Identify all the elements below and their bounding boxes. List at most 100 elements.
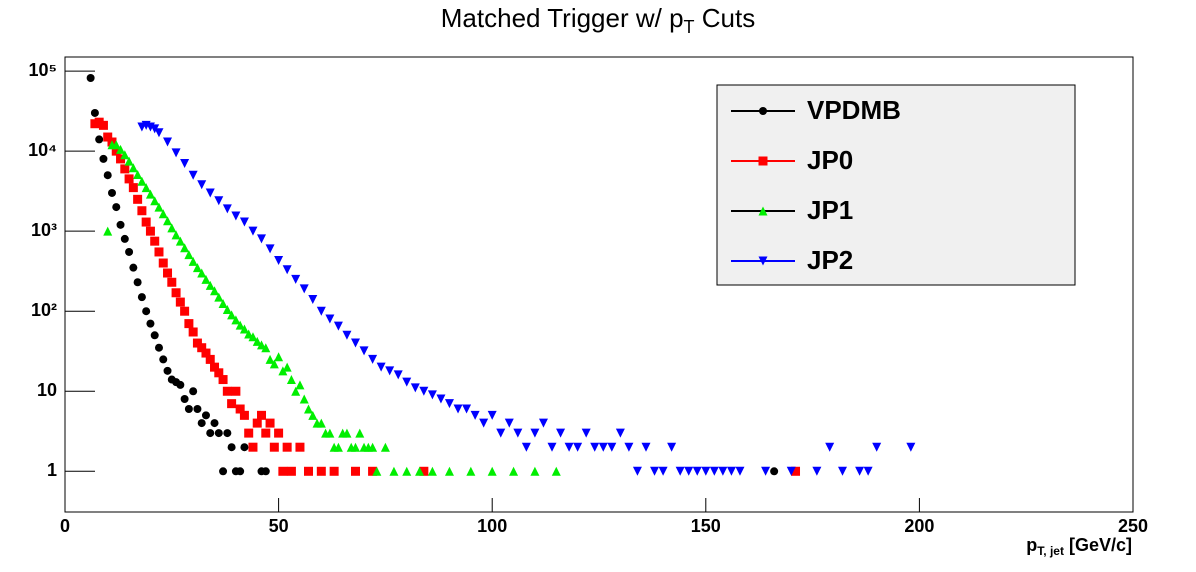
data-point [906, 442, 916, 452]
data-point [316, 306, 326, 316]
x-label-rest: [GeV/c] [1064, 535, 1132, 555]
data-point [231, 211, 241, 221]
data-point [188, 256, 198, 266]
y-tick-label: 10⁴ [28, 140, 57, 160]
data-point [308, 295, 318, 305]
data-point [218, 375, 228, 385]
data-point [248, 442, 258, 452]
data-point [107, 188, 116, 197]
data-point [299, 284, 309, 294]
data-point [180, 243, 190, 253]
data-point [154, 247, 164, 257]
data-point [393, 370, 403, 380]
data-point [415, 466, 425, 476]
data-point [150, 196, 160, 206]
data-point [812, 466, 822, 476]
data-point [154, 202, 164, 212]
data-point [509, 466, 519, 476]
data-point [98, 120, 108, 130]
legend-marker [758, 256, 768, 266]
data-point [333, 442, 343, 452]
data-point [291, 274, 301, 284]
data-point [158, 258, 168, 268]
data-point [444, 466, 454, 476]
data-point [410, 383, 420, 393]
data-point [120, 150, 130, 160]
data-point [701, 466, 711, 476]
data-point [214, 429, 223, 438]
data-point [590, 442, 600, 452]
data-point [274, 428, 284, 438]
data-point [214, 368, 224, 378]
data-point [175, 236, 185, 246]
data-point [598, 442, 608, 452]
data-point [316, 466, 326, 476]
data-point [150, 236, 160, 246]
data-point [342, 428, 352, 438]
data-point [90, 108, 99, 117]
data-point [624, 442, 634, 452]
data-point [240, 443, 249, 452]
data-point [389, 466, 399, 476]
data-point [219, 467, 228, 476]
data-point [214, 196, 224, 206]
data-point [244, 428, 254, 438]
data-point [282, 362, 292, 372]
data-point [278, 466, 288, 476]
data-point [163, 268, 173, 278]
data-point [192, 263, 202, 273]
y-tick-label: 10² [31, 300, 57, 320]
data-point [265, 354, 275, 364]
data-point [316, 418, 326, 428]
data-point [163, 366, 172, 375]
x-tick-label: 200 [904, 516, 934, 536]
data-point [573, 442, 583, 452]
data-point [350, 338, 360, 348]
legend-label: JP1 [807, 195, 853, 225]
data-point [385, 366, 395, 376]
data-point [137, 176, 147, 186]
data-point [269, 359, 279, 369]
data-point [111, 146, 121, 156]
data-point [167, 277, 177, 287]
data-point [641, 442, 651, 452]
data-point [419, 466, 429, 476]
data-point [116, 220, 125, 229]
data-point [282, 442, 292, 452]
data-point [116, 144, 126, 154]
data-point [142, 307, 151, 316]
data-point [872, 442, 882, 452]
data-point [239, 410, 249, 420]
data-point [206, 429, 215, 438]
data-point [103, 171, 112, 180]
data-point [530, 466, 540, 476]
data-point [205, 354, 215, 364]
data-point [184, 405, 193, 414]
data-point [257, 340, 267, 350]
legend-label: VPDMB [807, 95, 901, 125]
data-point [252, 418, 262, 428]
data-point [487, 466, 497, 476]
data-point [137, 293, 146, 302]
data-point [125, 247, 134, 256]
data-point [304, 404, 314, 414]
data-point [308, 410, 318, 420]
data-point [124, 156, 134, 166]
data-point [581, 428, 591, 438]
legend-marker [758, 206, 768, 216]
data-point [265, 244, 275, 254]
data-point [112, 203, 121, 212]
data-point [133, 278, 142, 287]
data-point [825, 442, 835, 452]
data-point [154, 128, 164, 138]
data-point [128, 163, 138, 173]
data-point [188, 327, 198, 337]
data-point [274, 352, 284, 362]
data-point [444, 399, 454, 409]
data-point [368, 466, 378, 476]
data-point [239, 324, 249, 334]
data-point [538, 418, 548, 428]
data-point [218, 298, 228, 308]
data-point [120, 164, 130, 174]
data-point [124, 174, 134, 184]
